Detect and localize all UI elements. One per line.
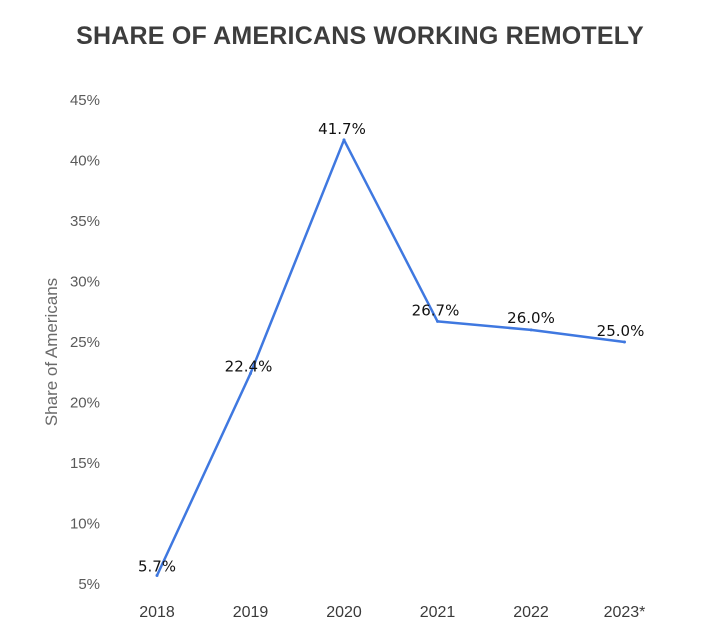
- data-label: 25.0%: [597, 322, 645, 340]
- series-line: [155, 138, 625, 577]
- data-point: [623, 340, 626, 344]
- y-axis-ticks: 5% 10% 15% 20% 25% 30% 35% 40% 45%: [70, 92, 100, 593]
- y-tick-label: 30%: [70, 274, 100, 291]
- y-tick-label: 5%: [78, 576, 100, 593]
- x-axis-ticks: 2018 2019 2020 2021 2022 2023*: [139, 604, 645, 621]
- x-tick-label: 2021: [420, 604, 456, 621]
- data-point: [155, 574, 159, 578]
- y-tick-label: 25%: [70, 334, 100, 351]
- y-tick-label: 15%: [70, 455, 100, 472]
- data-point: [342, 138, 346, 142]
- data-point: [436, 319, 439, 323]
- data-point: [249, 371, 252, 375]
- data-label: 26.7%: [412, 301, 460, 319]
- data-label: 5.7%: [138, 558, 176, 576]
- chart-title: SHARE OF AMERICANS WORKING REMOTELY: [76, 22, 644, 50]
- y-tick-label: 45%: [70, 92, 100, 109]
- data-label: 22.4%: [225, 357, 273, 375]
- x-tick-label: 2022: [513, 604, 549, 621]
- data-label: 26.0%: [507, 309, 555, 327]
- x-tick-label: 2018: [139, 604, 175, 621]
- y-axis-label: Share of Americans: [42, 278, 61, 426]
- y-tick-label: 35%: [70, 213, 100, 230]
- x-tick-label: 2019: [233, 604, 269, 621]
- x-tick-label: 2020: [326, 604, 362, 621]
- y-tick-label: 40%: [70, 153, 100, 170]
- x-tick-label: 2023*: [604, 604, 646, 621]
- y-tick-label: 20%: [70, 395, 100, 412]
- data-labels: 5.7% 22.4% 41.7% 26.7% 26.0% 25.0%: [138, 120, 644, 576]
- y-tick-label: 10%: [70, 516, 100, 533]
- data-label: 41.7%: [318, 120, 366, 138]
- data-point: [529, 328, 533, 332]
- series-group: [155, 138, 626, 578]
